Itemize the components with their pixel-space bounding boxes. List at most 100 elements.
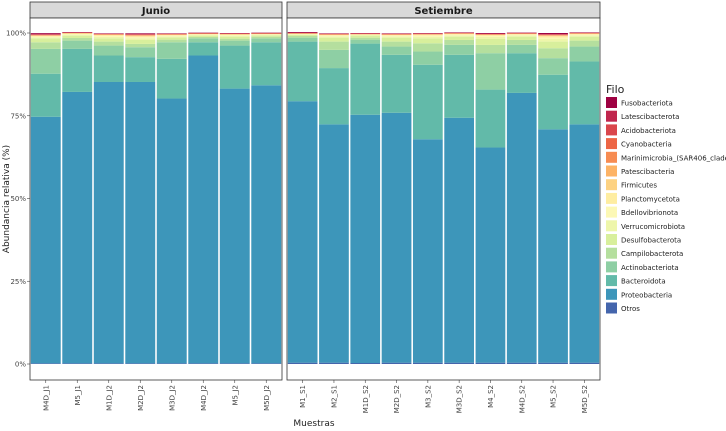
bar-segment [475,44,506,54]
bar-segment [538,41,568,49]
legend-item: Proteobacteria [606,288,672,300]
x-tick-label: M4_S2 [487,385,495,408]
legend-item: Firmicutes [606,179,657,191]
x-tick-label: M5D_J2 [263,385,271,411]
bar-segment [350,34,381,36]
sample-bar [444,32,475,364]
bar-segment [319,37,349,42]
bar-segment [506,92,537,363]
bar-segment [30,42,61,49]
bar-segment [444,44,475,55]
bar-segment [251,85,282,364]
bar-segment [287,37,318,42]
bar-segment [62,37,93,41]
facet-strip-label: Setiembre [414,6,472,17]
bar-segment [62,35,93,38]
bar-segment [444,117,475,363]
bar-segment [156,36,187,38]
bar-segment [156,363,187,364]
legend-label: Cyanobacteria [621,141,672,149]
bar-segment [125,39,156,44]
sample-bar [30,33,61,364]
bar-segment [319,362,349,364]
facets-layer: Junio M4D_J1 M5_J1 M1D_J2 M2D_J2 M3D_J2 M4D_J2… [29,1,601,413]
bar-segment [319,35,349,37]
bar-segment [125,35,156,37]
sample-bar [569,32,600,364]
bar-segment [538,38,568,42]
bar-segment [93,35,124,37]
bar-segment [287,35,318,38]
bar-segment [93,36,124,39]
x-tick-label: M4D_J1 [42,385,50,411]
bar-segment [444,34,475,36]
bar-segment [30,36,61,38]
legend-item: Verrucomicrobiota [606,220,685,232]
legend-item: Latescibacterota [606,110,679,122]
legend-item: Planctomycetota [606,192,680,204]
legend-swatch [606,247,617,259]
x-tick-label: M2D_S2 [393,385,401,413]
bar-segment [30,116,61,364]
legend-label: Verrucomicrobiota [621,223,685,231]
sample-bar [219,33,250,364]
sample-bar [538,33,568,364]
bar-segment [93,55,124,82]
legend-swatch [606,110,617,122]
bar-segment [475,33,506,34]
bar-segment [93,38,124,42]
bar-segment [93,45,124,56]
legend-item: Otros [606,302,640,314]
sample-bar [475,33,506,364]
x-tick-label: M3D_J2 [168,385,176,411]
panel-border [286,17,601,381]
legend-item: Fusobacteriota [606,97,673,108]
bar-segment [350,114,381,364]
bar-segment [381,41,412,47]
bar-segment [475,362,506,364]
bar-segment [219,36,250,39]
panel-border [29,17,283,381]
y-axis-title: Abundancia relativa (%) [2,145,12,253]
bar-segment [219,88,250,364]
legend-label: Campilobacterota [621,250,683,258]
bar-segment [93,363,124,364]
x-tick-label: M1D_J2 [105,385,113,411]
bar-segment [412,362,443,364]
x-tick-label: M5_J2 [231,385,239,406]
y-tick-label: 0% [15,361,26,369]
legend-swatch [606,220,617,232]
bar-segment [569,46,600,62]
bar-segment [125,36,156,38]
bar-segment [93,81,124,364]
bar-segment [444,35,475,37]
bar-segment [475,35,506,37]
y-tick-label: 75% [10,112,26,120]
bar-segment [156,34,187,36]
bar-segment [156,37,187,40]
bar-segment [30,38,61,43]
x-tick-label: M1_S1 [299,385,307,408]
legend-label: Fusobacteriota [621,100,673,108]
x-tick-label: M4D_J2 [200,385,208,411]
bar-segment [287,34,318,36]
bar-segment [251,363,282,364]
bar-segment [475,36,506,39]
y-tick-label: 25% [10,278,26,286]
bar-segment [538,35,568,37]
bar-segment [506,36,537,40]
legend-swatch [606,275,617,287]
bar-segment [30,37,61,39]
bar-segment [93,34,124,36]
bar-segment [538,33,568,34]
bar-segment [251,34,282,36]
bar-segment [188,363,219,364]
bar-segment [475,89,506,148]
bar-segment [444,36,475,40]
legend-label: Bacteroidota [621,278,666,286]
bar-segment [30,35,61,37]
bar-segment [381,46,412,55]
bar-segment [381,37,412,42]
bar-segment [125,33,156,34]
